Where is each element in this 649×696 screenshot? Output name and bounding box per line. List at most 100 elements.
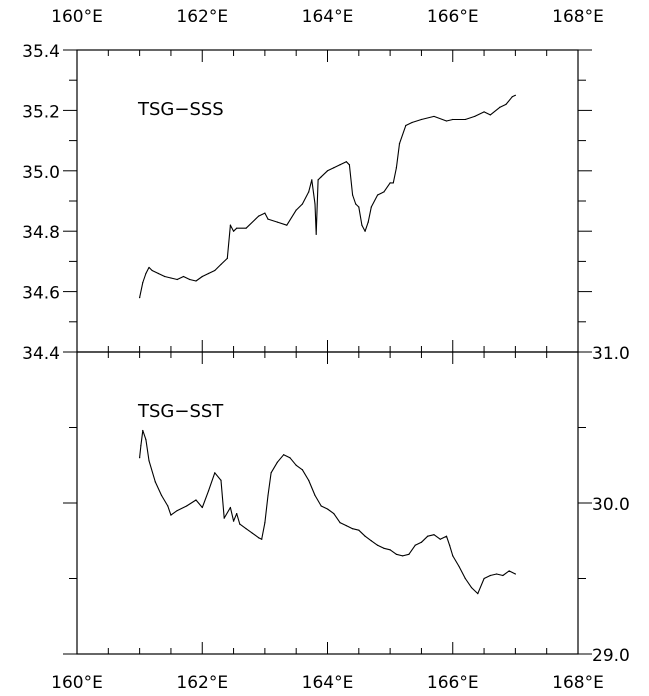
data-point [315, 233, 317, 235]
y-tick-label: 34.6 [22, 284, 60, 304]
data-point [185, 505, 188, 507]
data-point [411, 121, 413, 124]
data-point [167, 505, 169, 507]
data-point [345, 525, 347, 527]
data-point [301, 203, 304, 205]
data-point [189, 278, 191, 281]
data-point [383, 547, 385, 549]
series-line [139, 429, 516, 595]
data-point [261, 538, 263, 540]
data-point [364, 230, 366, 232]
data-point [402, 555, 404, 557]
data-point [176, 509, 178, 512]
y-tick-label: 35.2 [22, 102, 60, 122]
data-point [317, 179, 319, 181]
data-point [389, 549, 391, 551]
data-point [474, 115, 476, 118]
data-point [508, 570, 510, 572]
x-tick-label: 166°E [427, 673, 479, 693]
data-point [160, 494, 163, 497]
data-point [176, 278, 178, 281]
panel-label: TSG−SSS [137, 99, 224, 120]
data-point [464, 118, 466, 121]
data-point [333, 167, 335, 169]
data-point [464, 577, 466, 580]
data-point [339, 164, 341, 166]
y-tick-label: 30.0 [592, 495, 630, 515]
data-point [420, 541, 423, 543]
data-point [236, 512, 238, 515]
data-point [148, 266, 150, 269]
data-point [433, 115, 435, 118]
data-point [276, 221, 278, 223]
data-point [170, 514, 172, 516]
data-point [502, 574, 504, 577]
y-tick-label: 29.0 [592, 646, 630, 666]
data-point [295, 464, 297, 466]
data-point [229, 224, 232, 226]
data-point [370, 206, 372, 208]
data-point [483, 577, 485, 580]
data-point [283, 454, 285, 456]
data-point [170, 277, 172, 279]
data-point [286, 224, 288, 226]
x-tick-label: 162°E [176, 7, 228, 27]
series-line [139, 94, 516, 298]
data-point [182, 275, 185, 278]
data-point [267, 218, 269, 220]
sss-panel: 160°E 162°E 164°E 166°E 168°E 34.4 34.6 34.8 35.… [22, 7, 604, 364]
data-point [220, 479, 222, 481]
data-point [470, 586, 473, 589]
data-point [139, 457, 141, 459]
data-point [301, 469, 304, 471]
data-point [326, 170, 329, 172]
data-point [264, 522, 266, 524]
data-point [164, 275, 166, 278]
data-point [232, 520, 235, 522]
data-point [364, 535, 366, 537]
data-point [201, 275, 203, 278]
data-point [326, 508, 329, 510]
data-point [139, 297, 141, 299]
data-point [236, 227, 238, 229]
data-point [258, 215, 260, 217]
data-point [361, 224, 363, 226]
data-point [239, 523, 241, 525]
data-point [295, 209, 297, 211]
plot-frame [76, 351, 579, 655]
x-tick-label: 168°E [552, 7, 604, 27]
x-tick-label: 162°E [176, 673, 228, 693]
data-point [154, 481, 156, 483]
data-point [452, 555, 454, 557]
data-point [245, 528, 247, 530]
data-point [427, 535, 429, 537]
data-point [140, 445, 142, 447]
data-point [355, 203, 357, 205]
data-point [251, 532, 253, 534]
data-point [489, 114, 491, 116]
data-point [311, 179, 313, 181]
y-tick-label: 35.4 [22, 42, 60, 62]
data-point [229, 506, 232, 509]
data-point [433, 534, 435, 536]
data-point [395, 553, 397, 555]
data-point [223, 517, 225, 519]
data-point [499, 106, 501, 108]
data-point [226, 257, 228, 259]
y-tick-label: 35.0 [22, 163, 60, 183]
data-point [195, 499, 197, 501]
data-point [320, 176, 322, 178]
data-point [308, 191, 310, 193]
data-point [458, 565, 460, 568]
data-point [145, 438, 147, 441]
data-point [207, 272, 210, 275]
data-point [408, 553, 410, 555]
data-point [439, 538, 441, 540]
data-point [151, 269, 153, 272]
data-point [489, 574, 491, 577]
data-point [389, 182, 391, 184]
data-point [148, 460, 150, 462]
data-point [276, 461, 278, 463]
data-point [414, 544, 416, 546]
